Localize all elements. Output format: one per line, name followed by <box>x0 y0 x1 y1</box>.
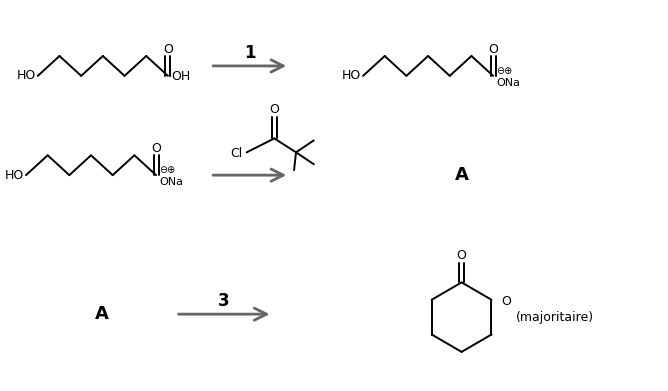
Text: O: O <box>269 103 279 116</box>
Text: HO: HO <box>342 69 361 83</box>
Text: O: O <box>163 43 173 56</box>
Text: A: A <box>455 166 468 184</box>
Text: ⊖⊕: ⊖⊕ <box>159 165 175 175</box>
Text: Cl: Cl <box>230 147 242 160</box>
Text: ONa: ONa <box>496 78 520 88</box>
Text: (majoritaire): (majoritaire) <box>516 310 594 324</box>
Text: 3: 3 <box>218 292 230 310</box>
Text: O: O <box>502 295 511 308</box>
Text: ONa: ONa <box>159 177 183 187</box>
Text: OH: OH <box>171 70 190 83</box>
Text: HO: HO <box>17 69 36 83</box>
Text: HO: HO <box>5 169 24 182</box>
Text: O: O <box>151 142 161 155</box>
Text: ⊖⊕: ⊖⊕ <box>496 66 512 76</box>
Text: O: O <box>488 43 498 56</box>
Text: O: O <box>457 249 466 262</box>
Text: A: A <box>95 305 109 323</box>
Text: 1: 1 <box>244 44 255 62</box>
